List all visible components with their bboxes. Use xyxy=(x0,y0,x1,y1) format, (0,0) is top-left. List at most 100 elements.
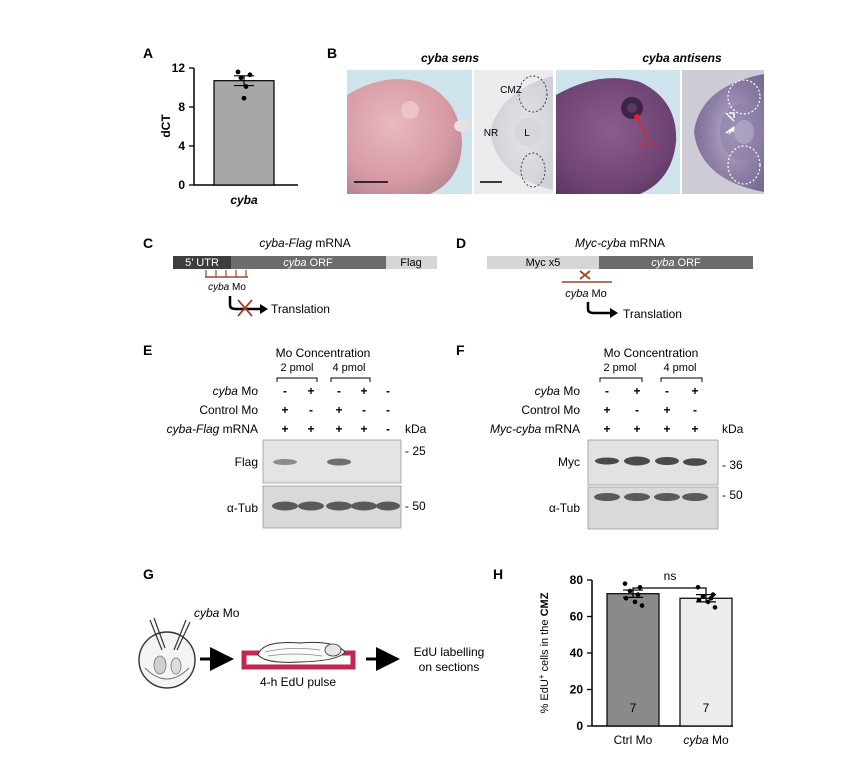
segment-orf: cyba ORF xyxy=(283,257,333,269)
conc-4pmol: 4 pmol xyxy=(332,362,365,374)
y-tick-label: 8 xyxy=(178,100,185,114)
blot-label-tub: α-Tub xyxy=(549,501,580,515)
panel-letter-b: B xyxy=(327,45,337,61)
segment-orf: cyba ORF xyxy=(651,257,701,269)
lane-sign: - xyxy=(283,384,287,398)
data-point xyxy=(632,599,638,605)
y-tick-label: 4 xyxy=(178,139,185,153)
y-axis-label: % EdU+ cells in the CMZ xyxy=(537,592,552,713)
translation-label: Translation xyxy=(271,302,330,316)
data-point xyxy=(243,84,249,89)
conc-4pmol: 4 pmol xyxy=(663,362,696,374)
lane-sign: - xyxy=(665,384,669,398)
conc-2pmol: 2 pmol xyxy=(280,362,313,374)
y-tick-label: 0 xyxy=(576,719,583,733)
data-point xyxy=(712,605,718,610)
panel-letter-f: F xyxy=(456,342,465,358)
lane-sign: - xyxy=(362,403,366,417)
construct-myc-cyba: Myc x5 cyba ORF cyba Mo Translation xyxy=(487,256,753,321)
panel-letter-h: H xyxy=(493,566,503,582)
lane-sign: + xyxy=(281,422,288,436)
kda-label: kDa xyxy=(405,422,427,436)
title-antisens: cyba antisens xyxy=(642,51,722,65)
data-point xyxy=(235,69,241,75)
lane-sign: + xyxy=(360,384,367,398)
outcome-line1: EdU labelling xyxy=(414,645,485,659)
y-tick-label: 20 xyxy=(570,683,584,697)
data-point xyxy=(708,595,714,601)
label-cmz-red: CMZ xyxy=(639,140,661,151)
data-point xyxy=(247,72,253,78)
data-point xyxy=(710,592,716,597)
outcome-line2: on sections xyxy=(419,660,480,674)
label-cmz: CMZ xyxy=(500,85,522,96)
mo-label: cyba Mo xyxy=(194,606,240,620)
embryo-injection-drawing xyxy=(138,617,196,689)
lane-sign: + xyxy=(663,403,670,417)
y-tick-label: 60 xyxy=(570,610,584,624)
lane-signs: - + - + + - + - + + + + xyxy=(603,384,698,436)
panel-letter-c: C xyxy=(143,235,153,251)
blot-label-myc: Myc xyxy=(558,455,580,469)
lane-sign: + xyxy=(335,422,342,436)
kda-label: kDa xyxy=(722,422,744,436)
data-point xyxy=(695,585,701,590)
row-label-cyba-mo: cyba Mo xyxy=(535,384,581,398)
mo-concentration-header: Mo Concentration xyxy=(276,346,371,360)
y-ticks: 0 20 40 60 80 xyxy=(570,573,592,733)
lane-sign: - xyxy=(337,384,341,398)
lane-sign: - xyxy=(386,403,390,417)
x-category-label: cyba xyxy=(230,193,258,207)
lane-sign: + xyxy=(335,403,342,417)
marker-25: - 25 xyxy=(405,444,426,458)
data-point xyxy=(637,585,643,590)
mo-concentration-header: Mo Concentration xyxy=(604,346,699,360)
panel-g-schematic: cyba Mo 4-h EdU pulse EdU labelling on s… xyxy=(138,606,485,689)
lane-sign: + xyxy=(307,422,314,436)
image-sens-section: CMZ NR L xyxy=(474,70,553,194)
y-ticks: 0 4 8 12 xyxy=(172,61,194,192)
pulse-label: 4-h EdU pulse xyxy=(260,675,336,689)
panel-d-title: Myc-cyba mRNA xyxy=(575,236,665,250)
label-nr: NR xyxy=(484,128,498,139)
panel-a-chart: 0 4 8 12 dCT cyba xyxy=(159,61,298,207)
lane-sign: + xyxy=(633,422,640,436)
bar-ctrl-mo xyxy=(606,593,660,727)
segment-utr: 5’ UTR xyxy=(185,257,219,269)
y-tick-label: 12 xyxy=(172,61,186,75)
data-point xyxy=(238,75,244,81)
y-tick-label: 0 xyxy=(178,178,185,192)
y-tick-label: 80 xyxy=(570,573,584,587)
row-label-mrna: Myc-cyba mRNA xyxy=(490,422,580,436)
image-antisens-wholemount: CMZ xyxy=(556,70,680,194)
significance-label: ns xyxy=(664,569,677,583)
panel-letter-a: A xyxy=(143,45,153,61)
x-category-ctrl: Ctrl Mo xyxy=(614,733,653,747)
row-label-control-mo: Control Mo xyxy=(199,403,258,417)
panel-letter-e: E xyxy=(143,342,152,358)
lane-sign: - xyxy=(386,384,390,398)
significance-bracket xyxy=(632,587,707,596)
conc-2pmol: 2 pmol xyxy=(603,362,636,374)
translation-label: Translation xyxy=(623,307,682,321)
data-point xyxy=(622,581,628,586)
y-tick-label: 40 xyxy=(570,646,584,660)
row-label-cyba-mo: cyba Mo xyxy=(213,384,259,398)
lane-sign: + xyxy=(603,403,610,417)
n-label: 7 xyxy=(703,701,710,715)
row-label-mrna: cyba-Flag mRNA xyxy=(167,422,258,436)
lane-signs: - + - + - + - + - - + + + + - xyxy=(281,384,390,436)
blot-label-flag: Flag xyxy=(235,455,258,469)
lane-sign: + xyxy=(633,384,640,398)
edu-pulse-dish-drawing xyxy=(241,641,356,670)
lane-sign: + xyxy=(360,422,367,436)
segment-myc: Myc x5 xyxy=(526,257,561,269)
y-axis-label: dCT xyxy=(159,114,173,138)
lane-sign: + xyxy=(307,384,314,398)
panel-f-western: Mo Concentration 2 pmol 4 pmol cyba Mo C… xyxy=(490,346,744,530)
marker-50: - 50 xyxy=(722,488,743,502)
lane-sign: - xyxy=(309,403,313,417)
data-point xyxy=(705,599,711,605)
